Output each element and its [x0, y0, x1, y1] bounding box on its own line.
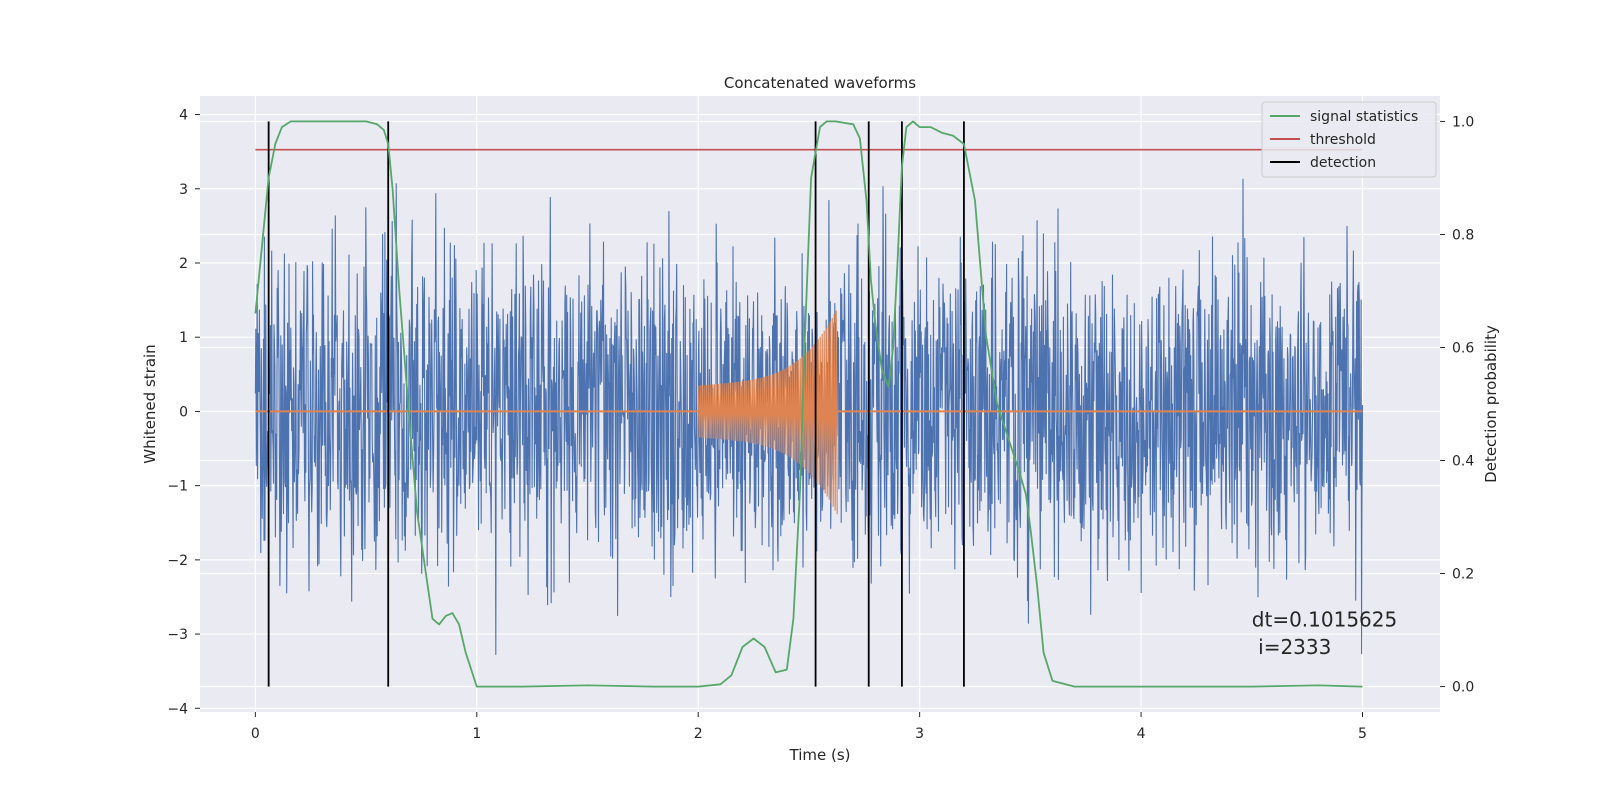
- y-right-tick-label: 1.0: [1452, 114, 1474, 130]
- y-tick-label: 3: [179, 182, 188, 198]
- y-tick-label: −4: [167, 701, 188, 717]
- y-right-tick-label: 0.0: [1452, 680, 1474, 696]
- strain-line: [254, 178, 1364, 656]
- y-right-tick-label: 0.2: [1452, 567, 1474, 583]
- chart-title: Concatenated waveforms: [724, 74, 916, 92]
- y-tick-label: 4: [179, 108, 188, 124]
- legend-label-threshold: threshold: [1310, 132, 1376, 148]
- y-tick-label: −1: [167, 479, 188, 495]
- x-tick-label: 3: [915, 726, 924, 742]
- y-tick-label: 1: [179, 330, 188, 346]
- signal-statistics-line: [254, 120, 1363, 688]
- legend-box: [1261, 101, 1437, 178]
- legend: signal statistics threshold detection: [1261, 101, 1437, 178]
- axes: 0 1 2 3 4 5 −4 −3 −2 −1 0 1 2 3 4 0.0 0.2 0.4 0.6 0.8 1.0: [167, 108, 1474, 742]
- x-tick-label: 5: [1358, 726, 1367, 742]
- y-right-tick-label: 0.6: [1452, 340, 1474, 356]
- annotation-dt: dt=0.1015625: [1252, 608, 1397, 632]
- x-axis-label: Time (s): [789, 746, 851, 764]
- x-tick-label: 4: [1137, 726, 1146, 742]
- y-tick-label: −3: [167, 627, 188, 643]
- template-series: [255, 310, 1363, 515]
- y-axis-right-label: Detection probability: [1482, 325, 1500, 483]
- y-tick-label: 2: [179, 256, 188, 272]
- y-tick-label: 0: [179, 404, 188, 420]
- legend-label-signal-statistics: signal statistics: [1310, 109, 1418, 125]
- template-chirp: [697, 310, 838, 515]
- x-tick-label: 0: [251, 726, 260, 742]
- legend-label-detection: detection: [1310, 155, 1376, 171]
- annotation-i: i=2333: [1252, 635, 1332, 659]
- y-tick-label: −2: [167, 553, 188, 569]
- y-right-tick-label: 0.8: [1452, 227, 1474, 243]
- y-right-tick-label: 0.4: [1452, 454, 1474, 470]
- x-tick-label: 2: [694, 726, 703, 742]
- probability-series: [254, 120, 1363, 688]
- strain-series: [254, 178, 1364, 656]
- y-axis-label: Whitened strain: [141, 344, 159, 463]
- x-tick-label: 1: [472, 726, 481, 742]
